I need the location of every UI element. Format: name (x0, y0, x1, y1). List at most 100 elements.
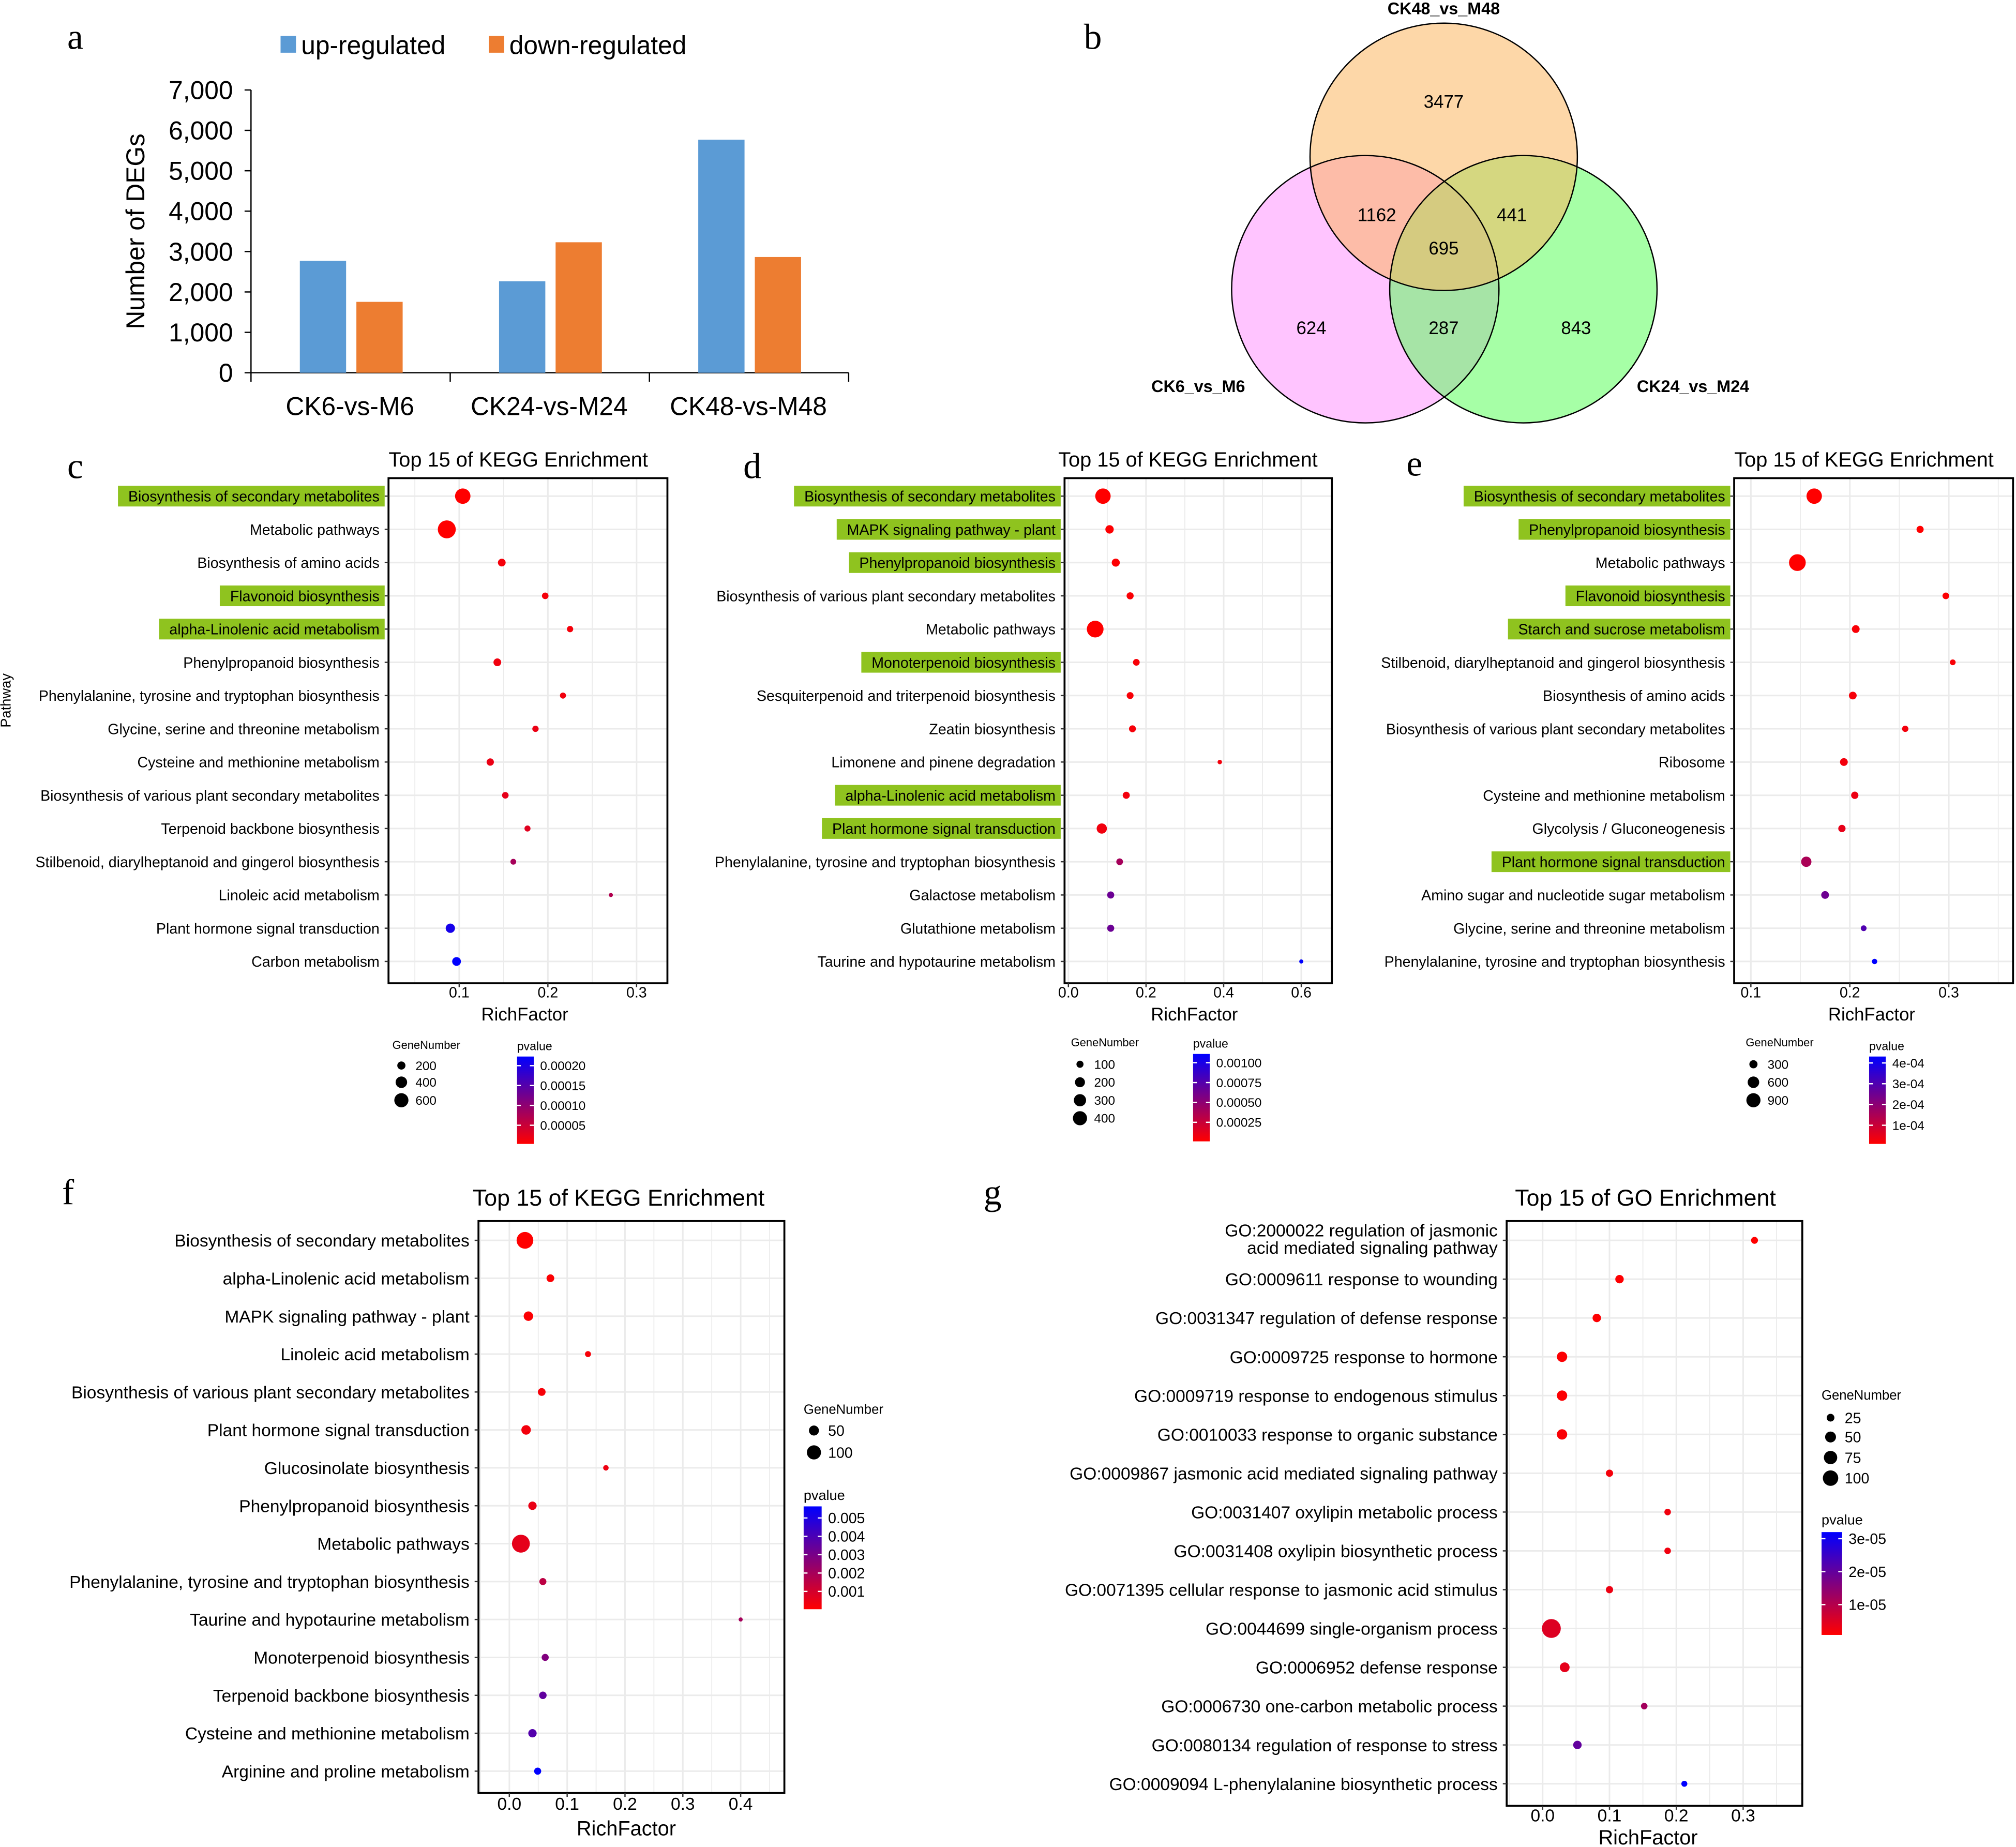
size-legend-label: 50 (828, 1423, 845, 1439)
pathway-highlight (1463, 486, 1731, 507)
pathway-label: GO:0009611 response to wounding (1225, 1270, 1498, 1289)
size-legend-dot (1749, 1060, 1758, 1069)
data-point (528, 1729, 537, 1738)
pathway-label: Biosynthesis of amino acids (1543, 688, 1725, 704)
venn-count-ck6-ck24: 287 (1428, 319, 1458, 338)
plot-border (1506, 1220, 1803, 1807)
bar-up-1 (299, 261, 347, 373)
pathway-label: Glycine, serine and threonine metabolism (108, 721, 380, 738)
pathway-label: GO:0009094 L-phenylalanine biosynthetic … (1109, 1775, 1498, 1794)
data-point (1664, 1548, 1671, 1554)
pathway-label: Biosynthesis of various plant secondary … (71, 1383, 470, 1402)
x-tick-label: 0.1 (1598, 1806, 1622, 1825)
category-label: CK24-vs-M24 (471, 392, 628, 421)
data-point (1116, 858, 1123, 865)
color-legend-label: 0.002 (828, 1566, 865, 1582)
size-legend-label: 300 (1094, 1094, 1115, 1108)
x-tick-label: 0.3 (626, 984, 647, 1001)
data-point (603, 1465, 609, 1471)
data-point (1592, 1313, 1601, 1323)
pathway-label: Glucosinolate biosynthesis (264, 1459, 470, 1478)
size-legend-label: 100 (1845, 1470, 1870, 1487)
pathway-label: Galactose metabolism (909, 888, 1056, 904)
pathway-label: GO:0044699 single-organism process (1206, 1620, 1498, 1639)
pathway-label: Cysteine and methionine metabolism (1483, 788, 1725, 804)
venn-count-all-three: 695 (1428, 239, 1458, 259)
dot-plot-f: Biosynthesis of secondary metabolites alp… (69, 1185, 883, 1840)
size-legend-label: 75 (1845, 1450, 1861, 1466)
data-point (1806, 488, 1822, 504)
venn-count-ck48-ck24: 441 (1497, 205, 1527, 225)
pathway-label: Glycine, serine and threonine metabolism (1453, 921, 1725, 937)
data-point (539, 1691, 547, 1699)
bar-down-1 (356, 302, 403, 373)
pathway-label: GO:0006952 defense response (1256, 1659, 1498, 1678)
color-legend-title: pvalue (1822, 1511, 1863, 1527)
color-legend-bar (517, 1056, 534, 1144)
data-point (1840, 758, 1848, 766)
data-point (1606, 1586, 1613, 1594)
data-point (1111, 558, 1120, 567)
pathway-label: Metabolic pathways (926, 622, 1056, 638)
venn-circle-outline (1389, 155, 1658, 424)
color-legend-label: 0.00005 (540, 1119, 585, 1133)
data-point (1852, 625, 1860, 633)
data-point (528, 1501, 537, 1510)
color-legend-label: 0.00010 (540, 1099, 585, 1113)
size-legend-dot (809, 1425, 819, 1436)
size-legend-label: 400 (415, 1076, 437, 1090)
chart-title: Top 15 of KEGG Enrichment (1058, 448, 1318, 471)
data-point (585, 1351, 591, 1357)
x-tick-label: 0.3 (671, 1795, 695, 1814)
data-point (1126, 692, 1134, 699)
size-legend-dot (395, 1076, 408, 1088)
pathway-label: Stilbenoid, diarylheptanoid and gingerol… (1381, 655, 1725, 671)
size-legend-title: GeneNumber (1746, 1036, 1813, 1049)
x-tick-label: 0.0 (1058, 984, 1079, 1001)
pathway-label: Biosynthesis of various plant secondary … (716, 588, 1056, 605)
pathway-label: Plant hormone signal transduction (207, 1421, 470, 1440)
bar-up-3 (698, 140, 745, 373)
size-legend-label: 400 (1094, 1112, 1115, 1126)
pathway-label: Sesquiterpenoid and triterpenoid biosynt… (757, 688, 1056, 704)
x-tick-label: 0.4 (1213, 984, 1234, 1001)
pathway-label: Cysteine and methionine metabolism (137, 755, 379, 771)
pathway-label: GO:0010033 response to organic substance (1157, 1425, 1498, 1445)
panel-label-e: e (1406, 444, 1422, 484)
pathway-label: Limonene and pinene degradation (831, 755, 1056, 771)
size-legend-dot (1075, 1077, 1085, 1088)
venn-count-ck48-only: 3477 (1424, 93, 1464, 112)
size-legend-label: 25 (1845, 1410, 1861, 1426)
venn-circle-outline (1231, 155, 1500, 424)
pathway-label: Biosynthesis of secondary metabolites (128, 489, 380, 505)
data-point (537, 1388, 546, 1396)
data-point (493, 658, 502, 667)
size-legend-label: 50 (1845, 1430, 1861, 1446)
pathway-label: Linoleic acid metabolism (280, 1345, 469, 1364)
pathway-highlight (822, 818, 1061, 839)
data-point (452, 957, 461, 966)
data-point (1851, 791, 1859, 799)
data-point (739, 1617, 743, 1622)
size-legend-label: 100 (828, 1445, 853, 1461)
bar-down-3 (755, 257, 801, 373)
data-point (510, 859, 517, 865)
color-legend-bar (1822, 1532, 1842, 1635)
pathway-label: Phenylpropanoid biosynthesis (239, 1497, 470, 1516)
pathway-label: alpha-Linolenic acid metabolism (845, 788, 1055, 804)
data-point (541, 592, 549, 599)
pathway-label: Starch and sucrose metabolism (1518, 622, 1725, 638)
pathway-label: Linoleic acid metabolism (219, 888, 380, 904)
data-point (1105, 525, 1114, 534)
pathway-label: Arginine and proline metabolism (222, 1762, 470, 1781)
pathway-label: Ribosome (1659, 755, 1725, 771)
pathway-highlight (794, 486, 1061, 507)
y-tick-label: 4,000 (169, 197, 233, 226)
data-point (1942, 592, 1949, 599)
size-legend-dot (1825, 1431, 1836, 1443)
data-point (1606, 1469, 1613, 1477)
pathway-highlight (118, 486, 385, 507)
y-tick-label: 1,000 (169, 318, 233, 347)
size-legend-dot (1826, 1414, 1834, 1422)
pathway-label: Flavonoid biosynthesis (230, 588, 380, 605)
